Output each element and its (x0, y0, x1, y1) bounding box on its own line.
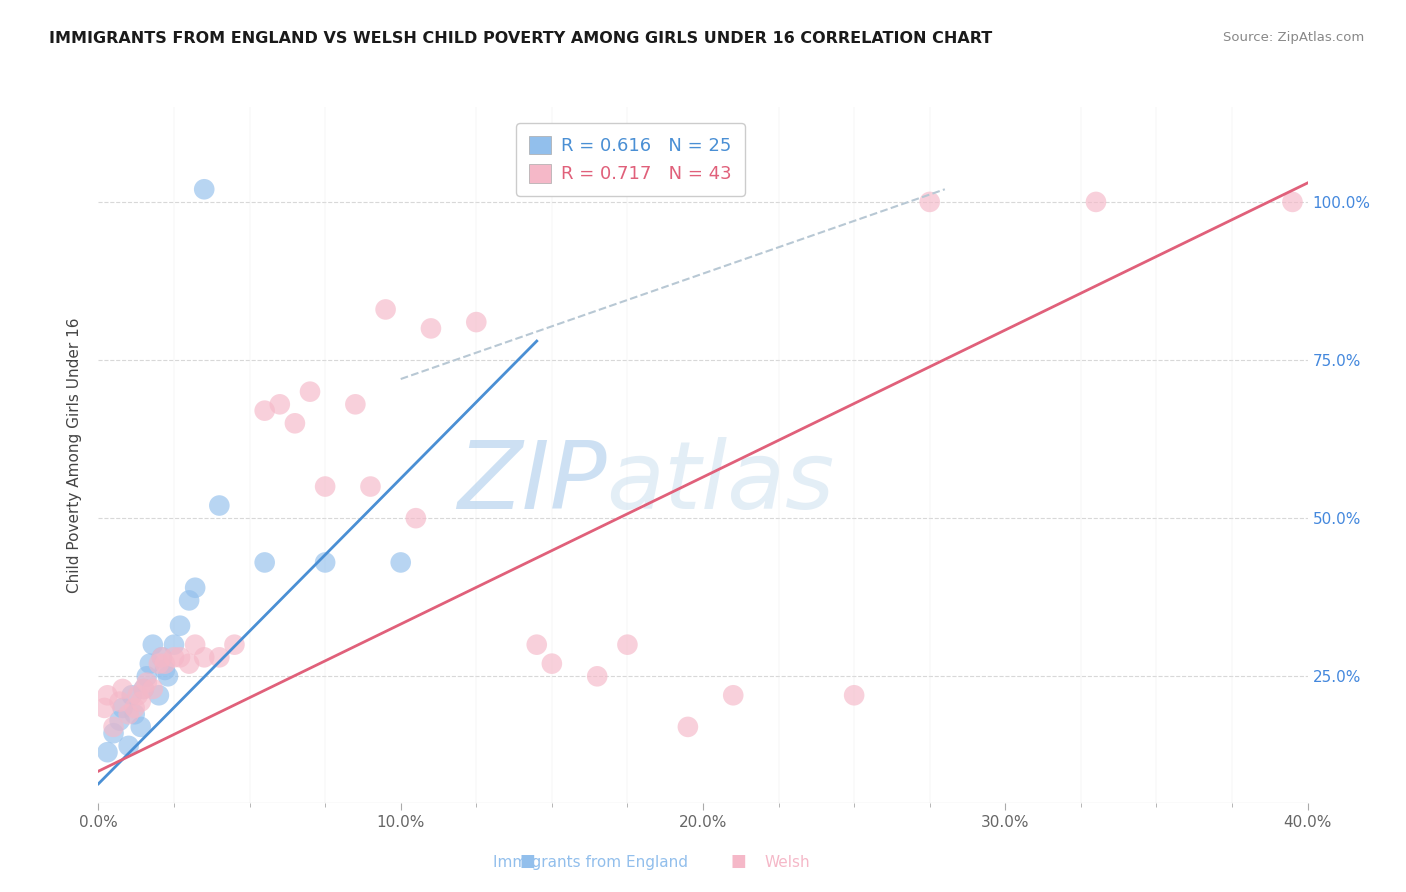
Text: ZIP: ZIP (457, 437, 606, 528)
Point (541, 657, 564, 671)
Point (586, 669, 609, 683)
Point (314, 556, 336, 570)
Point (135, 675, 157, 690)
Point (179, 593, 201, 607)
Point (389, 556, 412, 570)
Legend: R = 0.616   N = 25, R = 0.717   N = 43: R = 0.616 N = 25, R = 0.717 N = 43 (516, 123, 745, 196)
Point (156, 669, 179, 683)
Point (129, 720, 152, 734)
Point (676, 720, 699, 734)
Point (284, 417, 307, 431)
Point (96, 745, 118, 759)
Point (103, 720, 125, 734)
Point (179, 657, 201, 671)
Point (150, 650, 173, 665)
Point (526, 638, 548, 652)
Point (139, 657, 162, 671)
Point (108, 695, 131, 709)
Point (374, 302, 396, 317)
Point (153, 657, 176, 671)
Point (121, 688, 143, 702)
Point (132, 681, 155, 696)
Point (108, 714, 131, 728)
Point (132, 681, 155, 696)
Point (142, 681, 165, 696)
Point (135, 669, 157, 683)
Point (208, 499, 231, 513)
Point (96, 688, 118, 702)
Point (224, 638, 246, 652)
Point (269, 397, 291, 411)
Point (193, 182, 215, 196)
Point (129, 695, 152, 709)
Text: IMMIGRANTS FROM ENGLAND VS WELSH CHILD POVERTY AMONG GIRLS UNDER 16 CORRELATION : IMMIGRANTS FROM ENGLAND VS WELSH CHILD P… (49, 31, 993, 46)
Point (93, 701, 115, 715)
Point (208, 650, 231, 665)
Point (253, 556, 276, 570)
Point (360, 479, 382, 493)
Point (118, 707, 141, 722)
Point (127, 688, 149, 702)
Point (616, 638, 638, 652)
Point (184, 581, 207, 595)
Point (124, 707, 146, 722)
Point (169, 618, 191, 632)
Point (148, 657, 170, 671)
Point (153, 663, 176, 677)
Y-axis label: Child Poverty Among Girls Under 16: Child Poverty Among Girls Under 16 (67, 318, 83, 592)
Point (150, 650, 173, 665)
Point (142, 638, 165, 652)
Point (918, 194, 941, 209)
Point (169, 650, 191, 665)
Point (111, 681, 134, 696)
Point (844, 688, 866, 702)
Point (1085, 194, 1108, 209)
Point (118, 739, 141, 753)
Point (148, 688, 170, 702)
Point (103, 726, 125, 740)
Point (184, 638, 207, 652)
Point (111, 701, 134, 715)
Point (405, 511, 427, 525)
Point (163, 650, 186, 665)
Point (253, 403, 276, 417)
Text: ■: ■ (519, 852, 536, 870)
Text: ■: ■ (730, 852, 747, 870)
Point (465, 315, 488, 329)
Text: Source: ZipAtlas.com: Source: ZipAtlas.com (1223, 31, 1364, 45)
Point (163, 638, 186, 652)
Text: Immigrants from England: Immigrants from England (494, 855, 688, 870)
Point (193, 650, 215, 665)
Point (299, 384, 322, 399)
Point (723, 688, 745, 702)
Text: atlas: atlas (606, 437, 835, 528)
Point (314, 479, 336, 493)
Point (420, 321, 443, 335)
Point (1281, 194, 1303, 209)
Text: Welsh: Welsh (765, 855, 810, 870)
Point (344, 397, 367, 411)
Point (124, 701, 146, 715)
